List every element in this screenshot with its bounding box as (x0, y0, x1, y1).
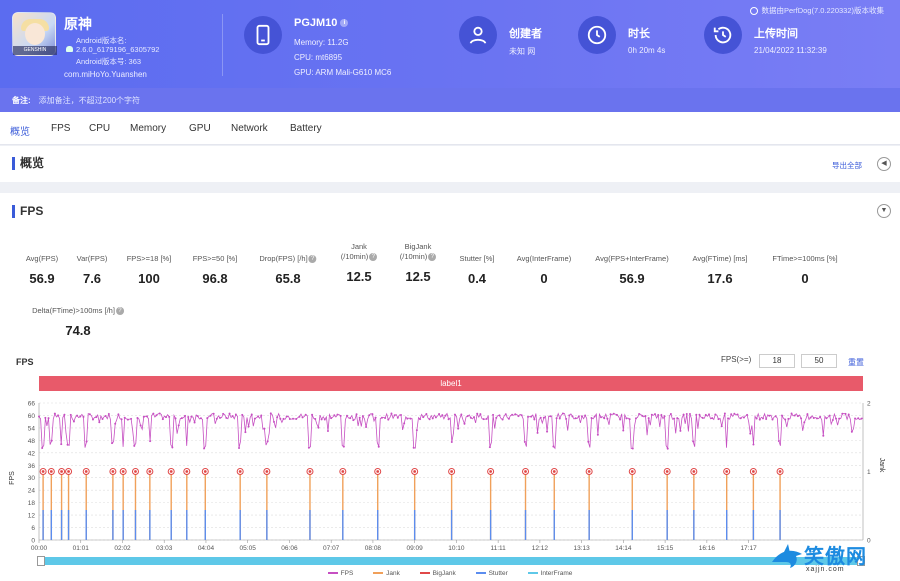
watermark-url: xajjn.com (806, 566, 845, 573)
app-package: com.miHoYo.Yuanshen (64, 70, 147, 79)
phone-icon (244, 16, 282, 54)
tab-battery[interactable]: Battery (290, 123, 322, 134)
tab-bar: 概览 FPS CPU Memory GPU Network Battery (0, 112, 900, 149)
app-icon: GENSHIN (12, 12, 57, 56)
device-name: PGJM10 i (294, 17, 349, 29)
fps-filter-label: FPS(>=) (721, 355, 752, 364)
help-icon[interactable]: ? (308, 255, 317, 264)
stat-fps-50: FPS>=50 [%] 96.8 (192, 254, 238, 286)
slider-handle-right[interactable] (857, 556, 865, 566)
header-divider (222, 14, 223, 76)
clock-icon (578, 16, 616, 54)
history-icon (704, 16, 742, 54)
creator-value: 未知 网 (509, 47, 536, 56)
legend-jank[interactable]: Jank (373, 570, 400, 577)
remark-input[interactable]: 添加备注，不超过200个字符 (38, 96, 141, 105)
user-icon (459, 16, 497, 54)
shark-logo-icon (772, 544, 802, 568)
upload-title: 上传时间 (754, 28, 798, 40)
stat-stutter: Stutter [%] 0.4 (459, 254, 495, 286)
app-name: 原神 (64, 16, 92, 32)
chart-title: FPS (16, 357, 34, 367)
stat-drop-fps: Drop(FPS) [/h]? 65.8 (259, 254, 317, 286)
tab-network[interactable]: Network (231, 123, 268, 134)
fps-min-input[interactable]: 18 (759, 354, 795, 368)
slider-handle-left[interactable] (37, 556, 45, 566)
info-circle-icon (750, 7, 759, 16)
collapse-down-icon[interactable]: ▼ (877, 204, 891, 218)
help-icon[interactable]: ? (369, 253, 378, 262)
remark-label: 备注: (12, 96, 31, 105)
stat-bigjank: BigJank (/10min)? 12.5 (396, 242, 440, 284)
stat-ftime-100: FTime>=100ms [%] 0 (772, 254, 838, 286)
chart-legend: FPS Jank BigJank Stutter InterFrame (0, 570, 900, 577)
device-gpu: GPU: ARM Mali-G610 MC6 (294, 68, 392, 77)
stat-var-fps: Var(FPS) 7.6 (76, 254, 108, 286)
tab-memory[interactable]: Memory (130, 123, 167, 134)
stat-avg-fps: Avg(FPS) 56.9 (25, 254, 59, 286)
fps-section-title: FPS (12, 205, 43, 218)
app-version-label: Android版本名: (76, 36, 127, 45)
legend-interframe[interactable]: InterFrame (527, 570, 572, 577)
help-icon[interactable]: ? (115, 307, 124, 316)
device-cpu: CPU: mt6895 (294, 53, 343, 62)
watermark-text: 笑傲网 (804, 546, 867, 568)
tab-cpu[interactable]: CPU (89, 123, 111, 134)
perfdog-note: 数据由PerfDog(7.0.220332)版本收集 (750, 5, 884, 16)
upload-value: 21/04/2022 11:32:39 (754, 46, 827, 55)
stat-avg-interframe: Avg(InterFrame) 0 (516, 254, 572, 286)
stat-jank: Jank (/10min)? 12.5 (337, 242, 381, 284)
device-memory: Memory: 11.2G (294, 38, 349, 47)
overview-title: 概览 (12, 157, 44, 170)
app-version-code: Android版本号: 363 (76, 57, 142, 66)
info-icon[interactable]: i (340, 19, 349, 28)
fps-max-input[interactable]: 50 (801, 354, 837, 368)
creator-title: 创建者 (509, 28, 542, 40)
watermark: 笑傲网 xajjn.com (770, 538, 896, 578)
android-icon (66, 46, 73, 52)
remark-bar: 备注: 添加备注，不超过200个字符 (0, 88, 900, 112)
duration-title: 时长 (628, 28, 650, 40)
legend-stutter[interactable]: Stutter (475, 570, 508, 577)
duration-value: 0h 20m 4s (628, 46, 666, 55)
stat-avg-ftime: Avg(FTime) [ms] 17.6 (692, 254, 748, 286)
report-header: GENSHIN 原神 Android版本名: 2.6.0_6179196_630… (0, 0, 900, 88)
export-all-link[interactable]: 导出全部 (832, 161, 862, 170)
overview-card: 概览 导出全部 ◀ (0, 146, 900, 182)
reset-button[interactable]: 重置 (848, 358, 864, 367)
label-bar[interactable]: label1 (39, 376, 863, 391)
app-version-name: 2.6.0_6179196_6305792 (66, 45, 159, 54)
tab-overview[interactable]: 概览 (10, 123, 30, 149)
stat-delta-ftime: Delta(FTime)>100ms [/h]? 74.8 (32, 306, 124, 338)
tab-gpu[interactable]: GPU (189, 123, 211, 134)
time-range-slider[interactable] (37, 556, 865, 566)
collapse-left-icon[interactable]: ◀ (877, 157, 891, 171)
tab-fps[interactable]: FPS (51, 123, 71, 134)
help-icon[interactable]: ? (428, 253, 437, 262)
stat-fps-18: FPS>=18 [%] 100 (126, 254, 172, 286)
legend-bigjank[interactable]: BigJank (419, 570, 456, 577)
stat-avg-fps-interframe: Avg(FPS+InterFrame) 56.9 (595, 254, 669, 286)
legend-fps[interactable]: FPS (327, 570, 353, 577)
